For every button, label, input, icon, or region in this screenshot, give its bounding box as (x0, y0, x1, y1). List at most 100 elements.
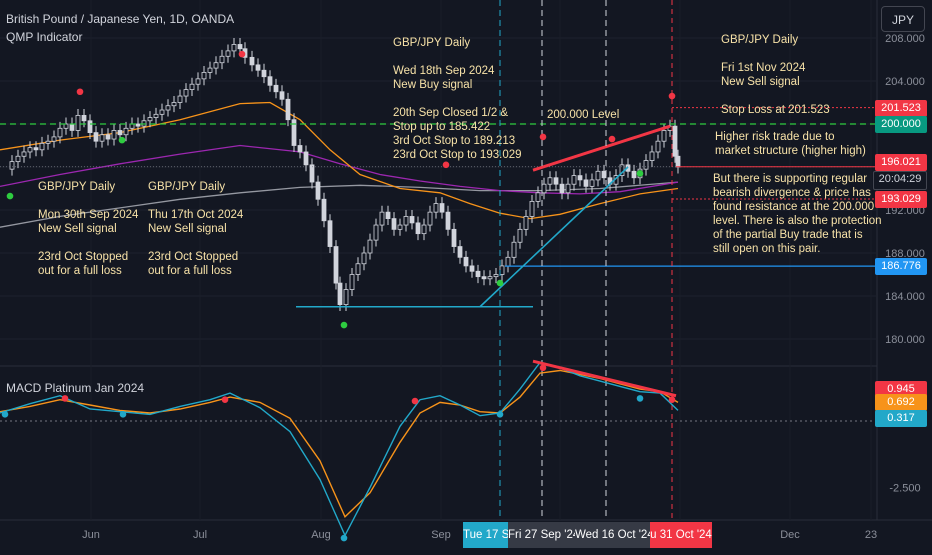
candle-body (631, 170, 637, 179)
candle-body (207, 67, 213, 73)
date-label: Tue 17 Se (463, 522, 508, 548)
macd-dot (221, 396, 229, 404)
x-tick-label: Dec (780, 529, 800, 541)
candle-body (153, 113, 159, 118)
candle-body (601, 170, 607, 179)
candle-body (672, 125, 678, 157)
candle-body (457, 246, 463, 258)
candle-body (321, 198, 327, 222)
indicator-title: QMP Indicator (6, 30, 83, 44)
candle-body (123, 127, 129, 136)
signal-dot (238, 50, 246, 58)
signal-dot (118, 136, 126, 144)
candle-body (505, 256, 511, 267)
candle-body (445, 211, 451, 230)
candle-body (535, 192, 541, 202)
divergence-macd-line (532, 359, 677, 398)
signal-dot (496, 279, 504, 287)
candle-body (195, 78, 201, 85)
candle-body (397, 224, 403, 230)
candle-body (231, 44, 237, 52)
candle-body (421, 224, 427, 235)
x-tick-label: Jul (193, 529, 207, 541)
candle-body (159, 109, 165, 115)
annotation-higher-risk: Higher risk trade due to market structur… (715, 131, 866, 157)
candle-body (463, 256, 469, 267)
candle-body (655, 140, 661, 153)
candle-body (237, 44, 243, 50)
macd-dot (1, 411, 9, 418)
candle-body (111, 130, 117, 140)
candle-body (171, 102, 177, 107)
candle-body (577, 175, 583, 181)
candle-body (427, 211, 433, 226)
candle-body (517, 228, 523, 243)
candle-body (249, 56, 255, 66)
candle-body (439, 203, 445, 213)
candle-body (225, 50, 231, 57)
candle-body (219, 55, 225, 64)
annotation-sell-oct: GBP/JPY Daily Thu 17th Oct 2024 New Sell… (148, 181, 244, 277)
x-tick-label: Jun (82, 529, 100, 541)
candle-body (475, 270, 481, 278)
y-tick-label: 188.000 (885, 248, 925, 260)
candle-body (273, 84, 279, 93)
macd-dot (61, 395, 69, 402)
candle-body (147, 117, 153, 122)
macd-dot (340, 534, 348, 542)
candle-body (547, 177, 553, 185)
signal-dot (442, 161, 450, 169)
macd-slow-line (0, 369, 679, 518)
annotation-sell-nov: GBP/JPY Daily Fri 1st Nov 2024 New Sell … (721, 34, 830, 116)
candle-body (433, 203, 439, 213)
ma-purple-line (0, 144, 679, 195)
candle-body (355, 263, 361, 275)
candle-body (661, 130, 667, 142)
candle-body (297, 145, 303, 153)
candle-body (189, 83, 195, 90)
price-label: 186.776 (875, 258, 927, 276)
candle-body (571, 175, 577, 185)
currency-button[interactable]: JPY (881, 6, 925, 32)
candle-body (303, 151, 309, 166)
price-label: 201.523 (875, 99, 927, 117)
candle-body (9, 161, 15, 170)
candle-body (481, 276, 487, 280)
macd-dot (119, 411, 127, 418)
candle-body (451, 228, 457, 247)
candle-body (21, 151, 27, 157)
candle-body (93, 132, 99, 142)
candle-body (373, 224, 379, 241)
candle-body (285, 98, 291, 121)
date-label: u 31 Oct '24 (650, 522, 712, 548)
symbol-title: British Pound / Japanese Yen, 1D, OANDA (6, 12, 235, 26)
candle-body (385, 211, 391, 219)
candle-body (361, 252, 367, 265)
candle-body (201, 72, 207, 80)
x-tick-label: Aug (311, 529, 331, 541)
candle-body (595, 170, 601, 181)
drawings (0, 0, 877, 520)
macd-pane (0, 359, 877, 542)
candle-body (589, 179, 595, 187)
macd-value-label: 0.945 (875, 381, 927, 399)
candle-body (39, 142, 45, 151)
macd-value-label: 0.317 (875, 410, 927, 428)
macd-dot (636, 395, 644, 402)
candle-body (559, 183, 565, 194)
candle-body (183, 89, 189, 97)
y-tick-label: 208.000 (885, 33, 925, 45)
candle-body (279, 91, 285, 100)
x-tick-label: 23 (865, 529, 877, 541)
signal-dot (608, 135, 616, 143)
signal-dot (539, 133, 547, 141)
candle-body (45, 140, 51, 144)
candle-body (99, 134, 105, 142)
candle-body (117, 130, 123, 136)
candle-body (75, 115, 81, 131)
candle-body (643, 160, 649, 170)
candle-body (343, 289, 349, 305)
candle-body (315, 181, 321, 200)
